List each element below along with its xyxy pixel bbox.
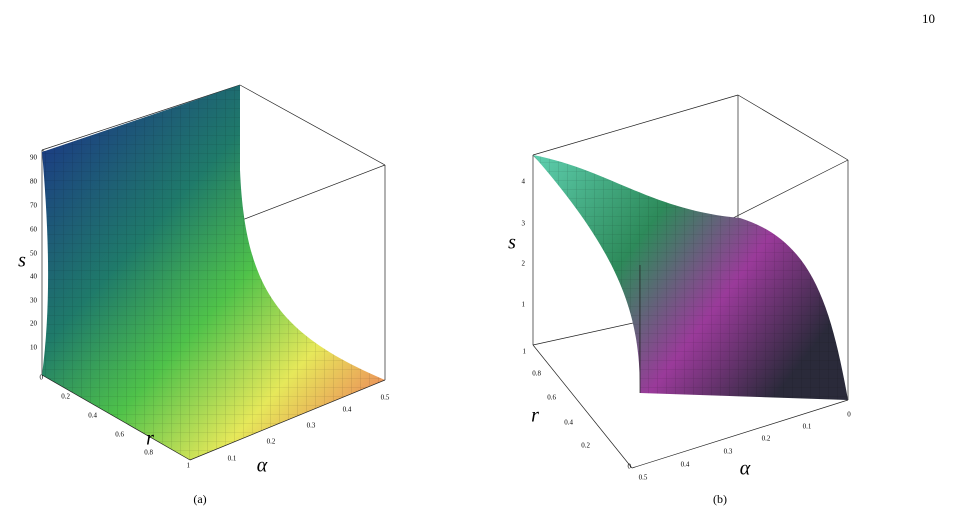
z-tick-label: 70: [30, 202, 38, 210]
alpha-tick-label: 0.3: [307, 422, 316, 430]
z-tick-label: 40: [30, 273, 38, 281]
alpha-tick-label: 0: [847, 411, 851, 419]
alpha-tick-label: 0.2: [267, 438, 276, 446]
r-tick-label: 0.6: [547, 394, 556, 402]
z-tick-label: 50: [30, 250, 38, 258]
alpha-tick-label: 0.4: [343, 406, 352, 414]
alpha-tick-label: 0.4: [681, 461, 690, 469]
r-tick-label: 0.2: [61, 393, 70, 401]
z-axis-label: s: [508, 232, 516, 254]
surface-mesh: [533, 155, 848, 400]
r-tick-label: 0: [628, 463, 632, 471]
z-axis-label: s: [18, 250, 26, 272]
z-tick-label: 90: [30, 154, 38, 162]
figure-caption: (b): [713, 492, 727, 506]
alpha-tick-label: 0.1: [228, 455, 237, 463]
z-tick-label: 80: [30, 178, 38, 186]
r-tick-label: 1: [523, 348, 527, 356]
r-axis-label: r: [531, 405, 539, 427]
z-tick-label: 30: [30, 297, 38, 305]
alpha-axis-label: α: [740, 458, 751, 480]
r-tick-label: 1: [187, 462, 191, 470]
page-number: 10: [922, 11, 935, 26]
r-tick-label: 0.4: [564, 419, 573, 427]
alpha-tick-label: 0.2: [762, 435, 771, 443]
z-tick-label: 60: [30, 226, 38, 234]
alpha-tick-label: 0.5: [381, 394, 390, 402]
r-tick-label: 0.2: [581, 442, 590, 450]
r-tick-label: 0.4: [88, 412, 97, 420]
r-tick-label: 0: [40, 374, 44, 382]
figure-caption: (a): [193, 492, 206, 506]
z-tick-label: 20: [30, 320, 38, 328]
z-tick-label: 3: [522, 220, 526, 228]
r-tick-label: 0.8: [532, 370, 541, 378]
alpha-axis-label: α: [257, 455, 268, 477]
r-tick-label: 0.8: [144, 449, 153, 457]
alpha-tick-label: 0.3: [724, 448, 733, 456]
r-axis-label: r: [146, 428, 154, 450]
surface-mesh: [42, 85, 385, 460]
z-tick-label: 10: [30, 344, 38, 352]
alpha-tick-label: 0.1: [803, 423, 812, 431]
z-tick-label: 1: [522, 301, 526, 309]
alpha-tick-label: 0.5: [639, 474, 648, 482]
z-tick-label: 2: [522, 260, 526, 268]
z-tick-label: 4: [522, 178, 526, 186]
r-tick-label: 0.6: [115, 431, 124, 439]
